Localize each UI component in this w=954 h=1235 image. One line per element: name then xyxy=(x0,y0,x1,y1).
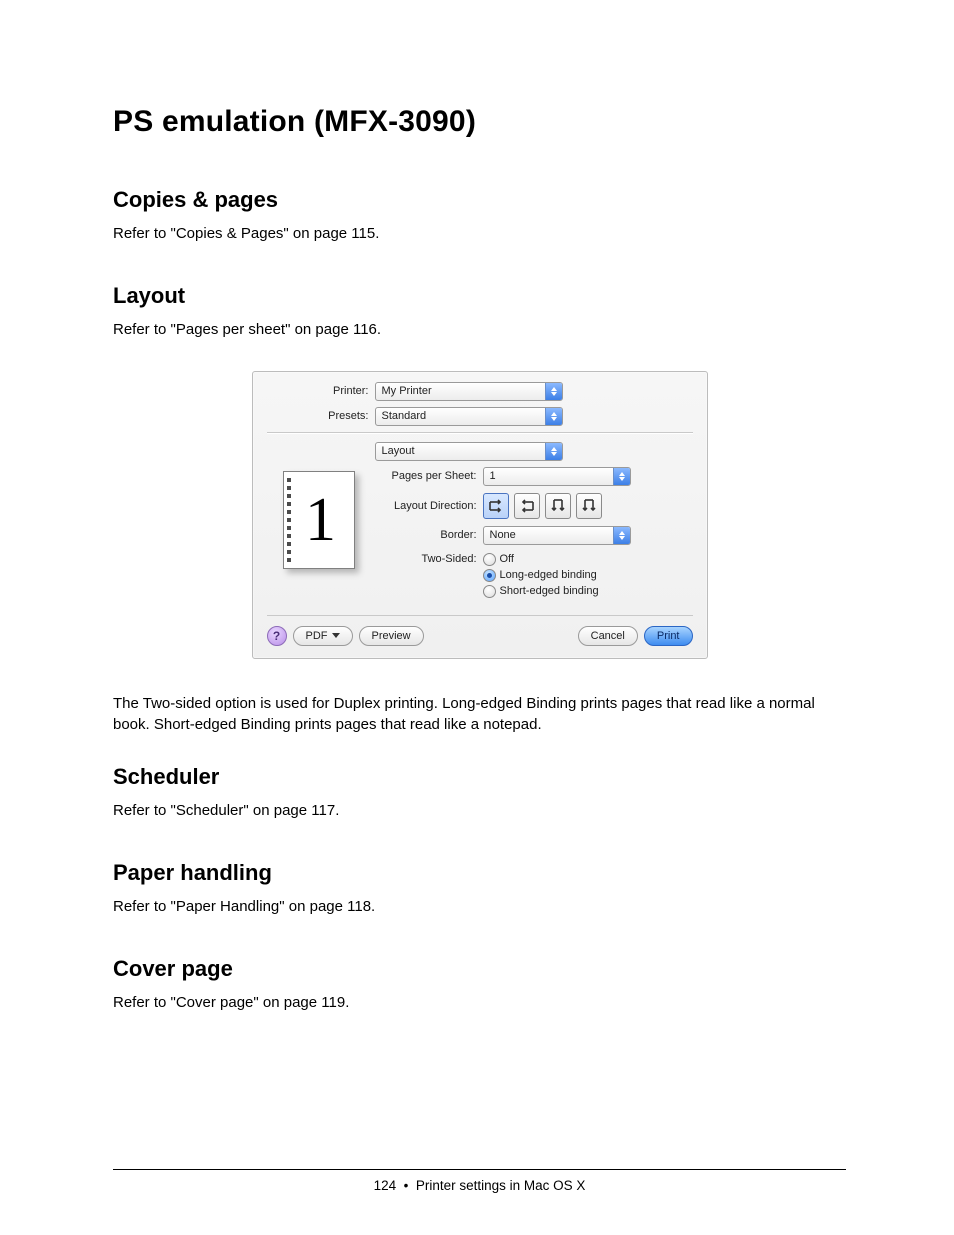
twosided-long-row[interactable]: Long-edged binding xyxy=(483,569,599,582)
layout-preview: 1 xyxy=(267,467,371,605)
chevron-down-icon xyxy=(332,633,340,638)
spiral-icon xyxy=(287,478,291,562)
footer-bullet: • xyxy=(404,1178,409,1193)
pps-value: 1 xyxy=(484,470,613,482)
border-select[interactable]: None xyxy=(483,526,631,545)
page-number: 124 xyxy=(374,1178,397,1193)
body-scheduler: Refer to "Scheduler" on page 117. xyxy=(113,800,846,822)
preview-sheet: 1 xyxy=(283,471,355,569)
printer-select[interactable]: My Printer xyxy=(375,382,563,401)
direction-btn-1[interactable] xyxy=(483,493,509,519)
twosided-off-label: Off xyxy=(500,553,514,565)
footer-rule xyxy=(113,1169,846,1170)
radio-icon xyxy=(483,585,496,598)
preview-page-number: 1 xyxy=(301,489,336,551)
twosided-off-row[interactable]: Off xyxy=(483,553,599,566)
chevron-updown-icon xyxy=(613,468,630,485)
direction-btn-3[interactable] xyxy=(545,493,571,519)
presets-select[interactable]: Standard xyxy=(375,407,563,426)
preview-button-label: Preview xyxy=(372,630,411,642)
twosided-long-label: Long-edged binding xyxy=(500,569,597,581)
layout-dir-icon-1 xyxy=(488,498,504,514)
panel-select[interactable]: Layout xyxy=(375,442,563,461)
chevron-updown-icon xyxy=(545,408,562,425)
printer-label: Printer: xyxy=(267,385,375,397)
presets-value: Standard xyxy=(376,410,545,422)
pps-label: Pages per Sheet: xyxy=(371,470,483,482)
panel-value: Layout xyxy=(376,445,545,457)
footer-title: Printer settings in Mac OS X xyxy=(416,1178,586,1193)
border-label: Border: xyxy=(371,529,483,541)
body-copies: Refer to "Copies & Pages" on page 115. xyxy=(113,223,846,245)
radio-icon xyxy=(483,569,496,582)
print-button[interactable]: Print xyxy=(644,626,693,646)
duplex-paragraph: The Two-sided option is used for Duplex … xyxy=(113,693,846,737)
printer-value: My Printer xyxy=(376,385,545,397)
body-layout: Refer to "Pages per sheet" on page 116. xyxy=(113,319,846,341)
pdf-button[interactable]: PDF xyxy=(293,626,353,646)
heading-copies: Copies & pages xyxy=(113,187,846,213)
radio-icon xyxy=(483,553,496,566)
chevron-updown-icon xyxy=(545,443,562,460)
divider xyxy=(267,432,693,434)
heading-scheduler: Scheduler xyxy=(113,764,846,790)
cancel-button[interactable]: Cancel xyxy=(578,626,638,646)
pps-select[interactable]: 1 xyxy=(483,467,631,486)
page-footer: 124 • Printer settings in Mac OS X xyxy=(113,1169,846,1193)
direction-btn-2[interactable] xyxy=(514,493,540,519)
pdf-button-label: PDF xyxy=(306,630,328,642)
heading-cover: Cover page xyxy=(113,956,846,982)
body-cover: Refer to "Cover page" on page 119. xyxy=(113,992,846,1014)
twosided-label: Two-Sided: xyxy=(371,552,483,565)
print-dialog: Printer: My Printer Presets: Standard La… xyxy=(252,371,708,659)
chevron-updown-icon xyxy=(613,527,630,544)
heading-paper: Paper handling xyxy=(113,860,846,886)
layout-dir-icon-4 xyxy=(581,498,597,514)
layout-dir-icon-2 xyxy=(519,498,535,514)
cancel-button-label: Cancel xyxy=(591,630,625,642)
page-title: PS emulation (MFX-3090) xyxy=(113,105,846,139)
twosided-short-label: Short-edged binding xyxy=(500,585,599,597)
preview-button[interactable]: Preview xyxy=(359,626,424,646)
border-value: None xyxy=(484,529,613,541)
heading-layout: Layout xyxy=(113,283,846,309)
layout-dir-icon-3 xyxy=(550,498,566,514)
help-button[interactable]: ? xyxy=(267,626,287,646)
body-paper: Refer to "Paper Handling" on page 118. xyxy=(113,896,846,918)
twosided-short-row[interactable]: Short-edged binding xyxy=(483,585,599,598)
print-button-label: Print xyxy=(657,630,680,642)
chevron-updown-icon xyxy=(545,383,562,400)
direction-label: Layout Direction: xyxy=(371,500,483,512)
direction-btn-4[interactable] xyxy=(576,493,602,519)
presets-label: Presets: xyxy=(267,410,375,422)
